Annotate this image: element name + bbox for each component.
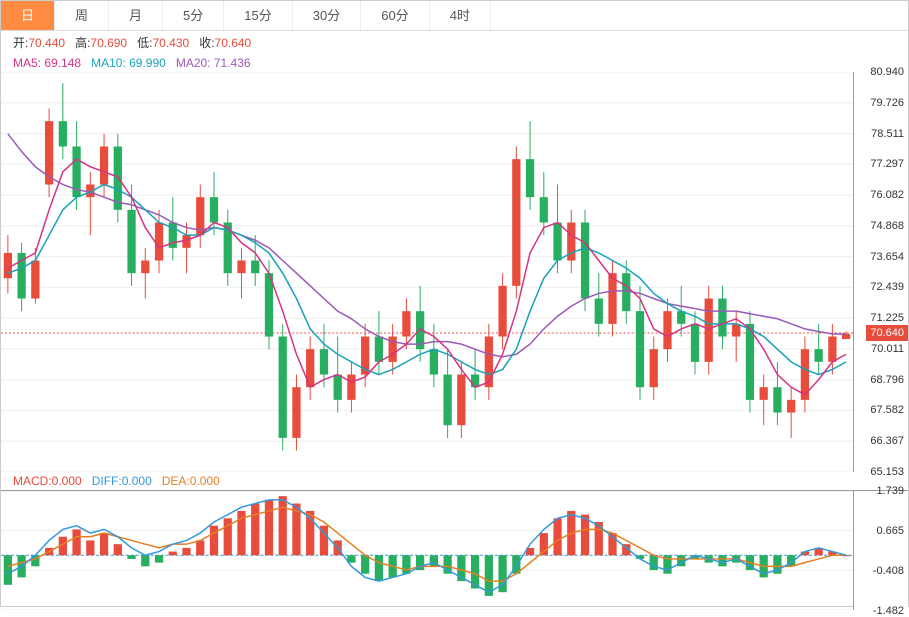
ma10-label: MA10: 69.990 xyxy=(91,56,166,70)
timeframe-tab-6[interactable]: 60分 xyxy=(361,1,429,30)
timeframe-tab-5[interactable]: 30分 xyxy=(293,1,361,30)
macd-chart[interactable]: 1.7390.665-0.408-1.482 xyxy=(1,490,908,610)
current-price-flag: 70.640 xyxy=(866,325,908,341)
price-tick: 80.940 xyxy=(870,66,904,78)
price-y-axis: 80.94079.72678.51177.29776.08274.86873.6… xyxy=(853,72,908,472)
ohlc-readout: 开:70.440 高:70.690 低:70.430 收:70.640 xyxy=(1,31,908,54)
dea-label: DEA:0.000 xyxy=(162,474,220,488)
price-tick: 76.082 xyxy=(870,189,904,201)
price-tick: 70.011 xyxy=(871,343,904,355)
price-tick: 71.225 xyxy=(870,312,904,324)
price-tick: 78.511 xyxy=(871,128,904,140)
macd-tick: -0.408 xyxy=(873,565,904,577)
low-value: 70.430 xyxy=(152,36,189,50)
open-value: 70.440 xyxy=(28,36,65,50)
price-tick: 68.796 xyxy=(870,374,904,386)
price-tick: 72.439 xyxy=(870,281,904,293)
close-value: 70.640 xyxy=(215,36,252,50)
macd-y-axis: 1.7390.665-0.408-1.482 xyxy=(853,491,908,610)
timeframe-tab-3[interactable]: 5分 xyxy=(163,1,224,30)
price-tick: 67.582 xyxy=(870,404,904,416)
timeframe-tab-4[interactable]: 15分 xyxy=(224,1,292,30)
ma-readout: MA5: 69.148 MA10: 69.990 MA20: 71.436 xyxy=(1,54,908,72)
ma20-label: MA20: 71.436 xyxy=(176,56,251,70)
high-label: 高: xyxy=(75,36,90,50)
timeframe-tabs: 日周月5分15分30分60分4时 xyxy=(1,1,908,31)
close-label: 收: xyxy=(199,36,214,50)
macd-readout: MACD:0.000 DIFF:0.000 DEA:0.000 xyxy=(1,472,908,490)
low-label: 低: xyxy=(137,36,152,50)
price-tick: 77.297 xyxy=(870,158,904,170)
timeframe-tab-7[interactable]: 4时 xyxy=(430,1,491,30)
chart-container: 日周月5分15分30分60分4时 开:70.440 高:70.690 低:70.… xyxy=(0,0,909,607)
price-tick: 73.654 xyxy=(870,251,904,263)
timeframe-tab-0[interactable]: 日 xyxy=(1,1,55,30)
price-tick: 66.367 xyxy=(870,435,904,447)
chart-area: 80.94079.72678.51177.29776.08274.86873.6… xyxy=(1,72,908,610)
candlestick-chart[interactable]: 80.94079.72678.51177.29776.08274.86873.6… xyxy=(1,72,908,472)
price-tick: 79.726 xyxy=(870,97,904,109)
macd-label: MACD:0.000 xyxy=(13,474,82,488)
open-label: 开: xyxy=(13,36,28,50)
macd-tick: 0.665 xyxy=(876,525,904,537)
ma5-label: MA5: 69.148 xyxy=(13,56,81,70)
timeframe-tab-2[interactable]: 月 xyxy=(109,1,163,30)
macd-tick: 1.739 xyxy=(876,485,904,497)
timeframe-tab-1[interactable]: 周 xyxy=(55,1,109,30)
price-tick: 74.868 xyxy=(870,220,904,232)
price-tick: 65.153 xyxy=(870,466,904,478)
diff-label: DIFF:0.000 xyxy=(92,474,152,488)
high-value: 70.690 xyxy=(90,36,127,50)
